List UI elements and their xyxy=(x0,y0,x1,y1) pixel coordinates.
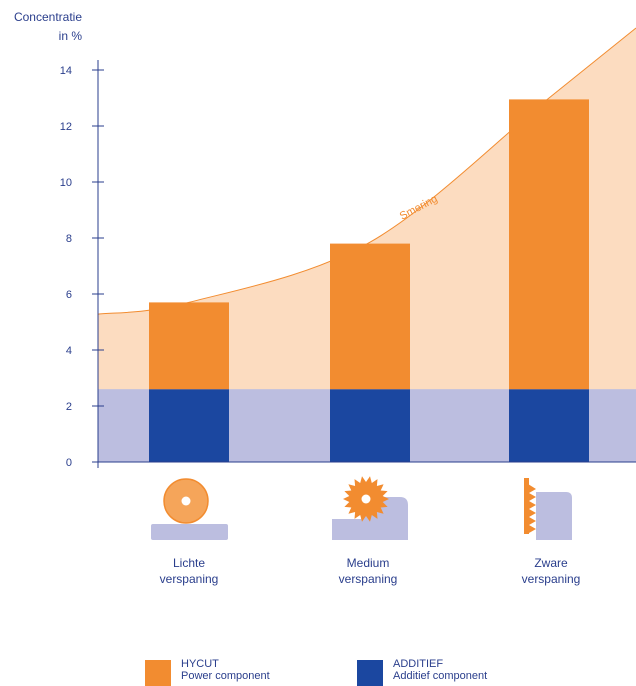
workpiece-3 xyxy=(536,492,572,540)
legend-swatch-hycut xyxy=(145,660,171,686)
bar-additief-2 xyxy=(330,389,410,462)
y-tick-label-8: 8 xyxy=(66,233,72,245)
legend-subtitle-additief: Additief component xyxy=(393,670,488,682)
plot-area: Smering02468101214LichteverspaningMedium… xyxy=(60,27,636,586)
category-label-3-line1: Zware xyxy=(534,556,568,570)
category-label-2-line2: verspaning xyxy=(339,572,398,586)
broach-tool-icon xyxy=(528,484,536,534)
y-tick-label-12: 12 xyxy=(60,121,72,133)
legend-item-additief: ADDITIEF Additief component xyxy=(357,658,487,686)
category-label-2-line1: Medium xyxy=(347,556,390,570)
legend-title-additief: ADDITIEF xyxy=(393,658,444,670)
grinding-wheel-hub xyxy=(181,496,191,506)
y-tick-label-6: 6 xyxy=(66,289,72,301)
bar-additief-1 xyxy=(149,389,229,462)
category-label-1-line1: Lichte xyxy=(173,556,205,570)
legend-title-hycut: HYCUT xyxy=(181,658,219,670)
y-tick-label-2: 2 xyxy=(66,401,72,413)
broach-shank xyxy=(524,478,529,534)
saw-blade-hub xyxy=(361,494,371,504)
y-tick-label-14: 14 xyxy=(60,65,72,77)
y-axis-label-line1: Concentratie xyxy=(14,10,82,24)
legend-swatch-additief xyxy=(357,660,383,686)
legend-item-hycut: HYCUT Power component xyxy=(145,658,270,686)
y-tick-label-4: 4 xyxy=(66,345,72,357)
legend-subtitle-hycut: Power component xyxy=(181,670,270,682)
workpiece-1 xyxy=(151,524,228,540)
y-axis-label-line2: in % xyxy=(59,29,83,43)
bar-additief-3 xyxy=(509,389,589,462)
y-tick-label-0: 0 xyxy=(66,457,72,469)
bar-hycut-1 xyxy=(149,302,229,390)
category-label-3-line2: verspaning xyxy=(522,572,581,586)
bar-hycut-2 xyxy=(330,243,410,390)
y-tick-label-10: 10 xyxy=(60,177,72,189)
category-label-1-line2: verspaning xyxy=(160,572,219,586)
bar-hycut-3 xyxy=(509,99,589,390)
